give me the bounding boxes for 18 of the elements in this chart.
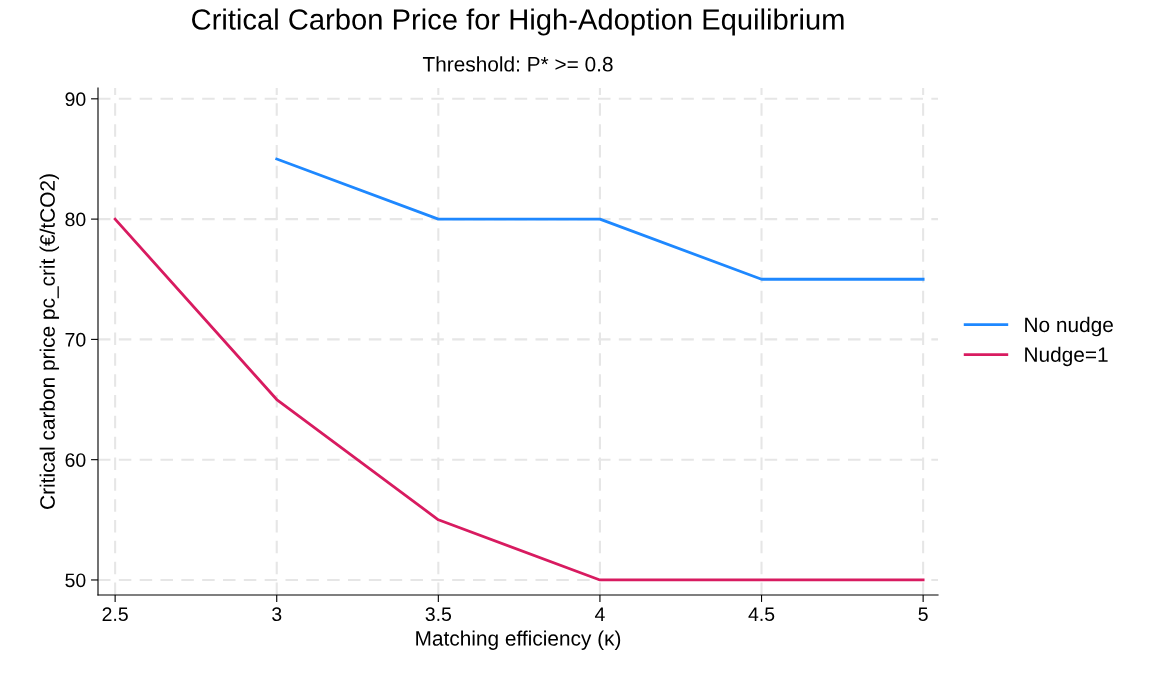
x-axis-title: Matching efficiency (κ) xyxy=(416,630,621,650)
x-tick-label: 2.5 xyxy=(102,607,128,622)
x-tick-label: 5 xyxy=(918,607,928,622)
chart-subtitle: Threshold: P* >= 0.8 xyxy=(422,56,613,72)
chart-title: Critical Carbon Price for High-Adoption Equilibrium xyxy=(192,8,844,36)
y-tick-label: 80 xyxy=(65,212,86,227)
y-tick-label: 70 xyxy=(65,332,86,347)
legend-label: Nudge=1 xyxy=(1025,346,1108,367)
line-series xyxy=(113,217,925,582)
legend-label: No nudge xyxy=(1025,316,1113,337)
y-tick-label: 60 xyxy=(65,453,86,467)
y-tick-label: 50 xyxy=(65,573,86,588)
y-axis-title: Critical carbon price pc_crit (€/tCO2) xyxy=(39,174,60,509)
y-tick-label: 90 xyxy=(65,92,86,107)
x-tick-label: 4 xyxy=(594,607,605,621)
x-tick-label: 3.5 xyxy=(425,607,452,622)
x-tick-label: 4.5 xyxy=(748,607,775,622)
x-tick-label: 3 xyxy=(272,607,282,622)
